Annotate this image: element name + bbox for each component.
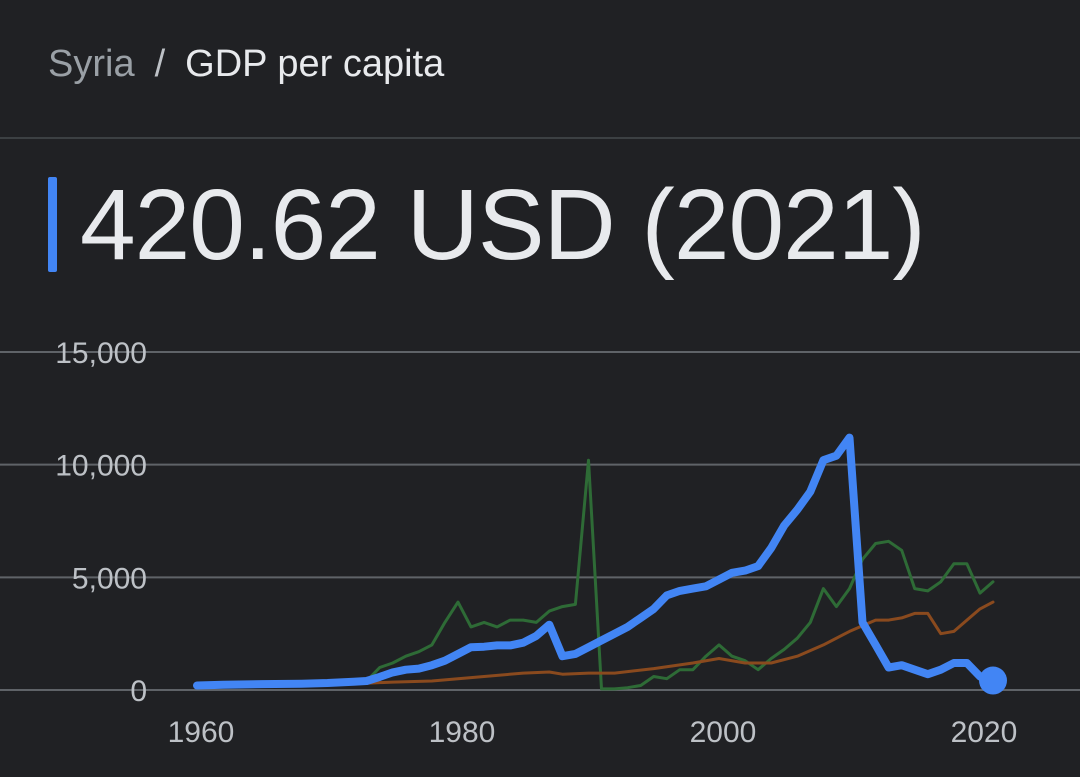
- series-lines: [193, 433, 1007, 695]
- y-tick-label: 10,000: [55, 450, 147, 483]
- x-tick-label: 2020: [951, 716, 1018, 749]
- breadcrumb-separator: /: [154, 42, 166, 85]
- x-tick-label: 2000: [690, 716, 757, 749]
- y-tick-label: 5,000: [72, 562, 147, 595]
- y-tick-label: 0: [130, 675, 147, 708]
- y-tick-label: 15,000: [55, 337, 147, 370]
- series-line-primary: [193, 433, 997, 690]
- tick-labels: 0 5,000 10,000 15,000 1960 1980 2000 2020: [55, 337, 1017, 749]
- latest-value-point[interactable]: [979, 666, 1007, 695]
- grid-lines: [0, 351, 1080, 691]
- series-line-comparison-1: [365, 600, 995, 685]
- breadcrumb-metric-title: GDP per capita: [185, 42, 445, 85]
- value-accent-bar: [48, 177, 57, 272]
- header-divider: [0, 137, 1080, 139]
- breadcrumb-country-link[interactable]: Syria: [48, 42, 135, 85]
- x-tick-label: 1980: [429, 716, 496, 749]
- series-line-comparison-0: [365, 458, 995, 691]
- headline-value: 420.62 USD (2021): [80, 169, 926, 281]
- breadcrumb: Syria / GDP per capita: [48, 36, 444, 92]
- gdp-line-chart[interactable]: 0 5,000 10,000 15,000 1960 1980 2000 2020: [0, 320, 1080, 777]
- x-tick-label: 1960: [168, 716, 235, 749]
